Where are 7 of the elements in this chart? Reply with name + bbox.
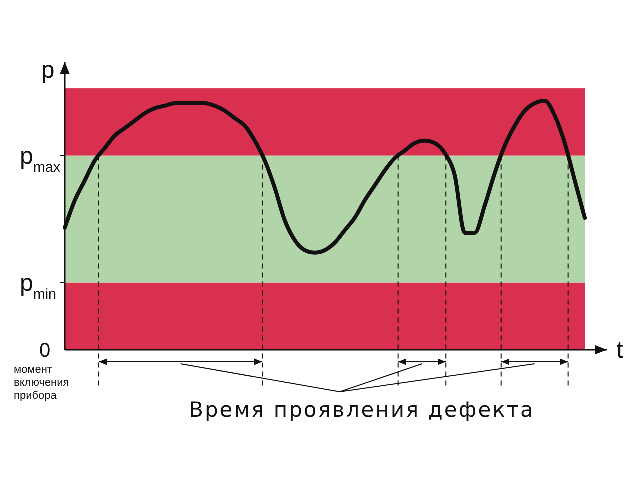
y-axis-title: p: [41, 57, 55, 84]
text: Время проявления дефекта: [189, 398, 535, 422]
ref-line-label: p$_{min}$: [20, 270, 57, 303]
ref-line-label: p$_{max}$: [20, 142, 62, 176]
x-axis-title: t: [616, 337, 624, 364]
text: момент включения прибора: [14, 364, 70, 402]
text: 0: [39, 340, 51, 362]
